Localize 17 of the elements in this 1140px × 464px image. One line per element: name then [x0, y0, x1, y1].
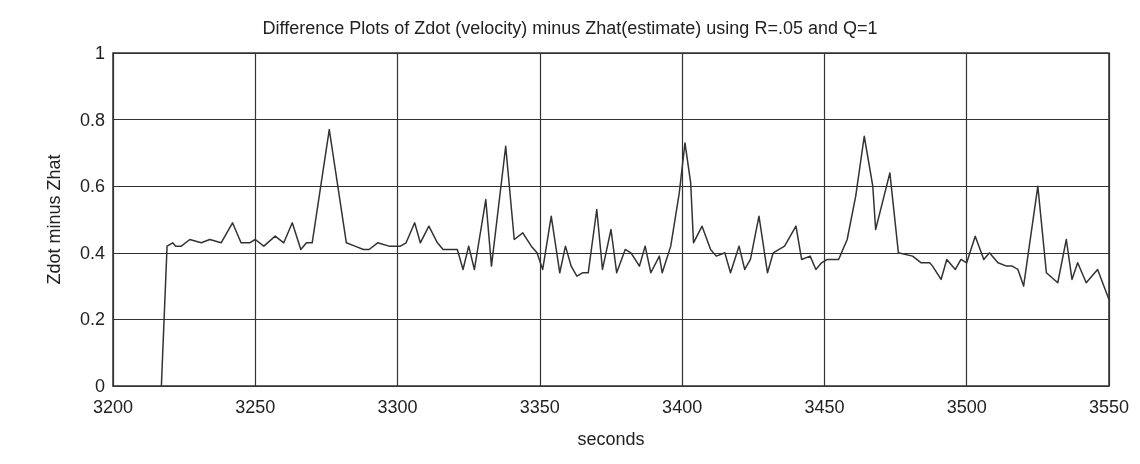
chart-title: Difference Plots of Zdot (velocity) minus Zhat(estimate) using R=.05 and Q=1	[262, 18, 878, 38]
x-tick-label: 3200	[92, 397, 134, 417]
y-tick-label: 0.4	[79, 242, 105, 263]
y-tick-label: 0.2	[79, 309, 105, 330]
x-tick-label: 3300	[377, 397, 418, 417]
x-tick-label: 3500	[946, 397, 987, 417]
y-tick-label: 0.8	[79, 109, 105, 130]
x-tick-label: 3400	[662, 397, 703, 417]
y-tick-label: 0	[94, 376, 105, 396]
y-tick-label: 1	[94, 43, 105, 63]
x-tick-label: 3350	[519, 397, 560, 417]
x-axis-title: seconds	[577, 429, 645, 449]
x-tick-label: 3450	[804, 397, 845, 417]
y-tick-label: 0.6	[79, 176, 105, 197]
y-axis-title: Zdot minus Zhat	[44, 154, 64, 285]
x-tick-label: 3550	[1088, 397, 1129, 417]
x-tick-label: 3250	[235, 397, 276, 417]
